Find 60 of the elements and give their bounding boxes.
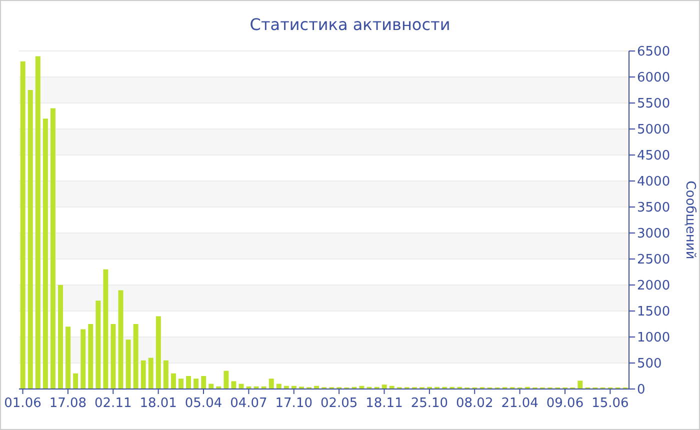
bar bbox=[194, 378, 199, 389]
bar bbox=[186, 376, 192, 389]
x-tick-label: 17.10 bbox=[275, 396, 312, 411]
bar bbox=[42, 118, 48, 389]
x-tick-label: 05.04 bbox=[184, 396, 222, 411]
y-axis-title: Сообщений bbox=[682, 180, 698, 260]
x-tick-label: 02.11 bbox=[94, 396, 132, 411]
y-tick-label: 1500 bbox=[637, 304, 670, 320]
x-tick-label: 01.06 bbox=[4, 396, 42, 411]
y-tick-label: 0 bbox=[637, 382, 646, 398]
y-tick-label: 2500 bbox=[637, 252, 670, 268]
x-tick-label: 15.06 bbox=[592, 396, 629, 411]
x-tick-label: 04.07 bbox=[230, 396, 268, 411]
bar bbox=[156, 316, 161, 389]
bar bbox=[80, 329, 86, 389]
chart-title: Статистика активности bbox=[248, 15, 452, 34]
y-tick-label: 1000 bbox=[637, 330, 670, 346]
bar bbox=[382, 384, 387, 389]
bar bbox=[28, 90, 33, 389]
y-tick-label: 3000 bbox=[637, 226, 670, 242]
bar bbox=[118, 290, 124, 389]
y-tick-label: 500 bbox=[637, 356, 662, 372]
bar bbox=[201, 376, 206, 389]
bar bbox=[133, 324, 138, 389]
x-tick-label: 09.06 bbox=[546, 396, 584, 411]
x-tick-label: 08.02 bbox=[456, 396, 494, 411]
bar bbox=[73, 373, 78, 389]
y-tick-label: 4500 bbox=[637, 148, 670, 164]
x-tick-label: 18.01 bbox=[140, 396, 177, 411]
y-tick-label: 6000 bbox=[637, 70, 670, 86]
bar bbox=[58, 285, 64, 389]
bar bbox=[224, 370, 229, 389]
bar bbox=[50, 108, 56, 389]
bar bbox=[96, 300, 101, 389]
bar bbox=[178, 378, 184, 389]
bar bbox=[35, 56, 40, 389]
y-tick-label: 3500 bbox=[637, 200, 670, 216]
bar bbox=[268, 378, 274, 389]
x-tick-label: 02.05 bbox=[320, 396, 358, 411]
y-tick-label: 2000 bbox=[637, 278, 670, 294]
x-tick-label: 18.11 bbox=[366, 396, 403, 411]
bar bbox=[88, 324, 94, 389]
bar bbox=[20, 61, 26, 389]
bar bbox=[578, 380, 583, 389]
bar bbox=[126, 340, 131, 389]
bar bbox=[163, 360, 168, 389]
bar bbox=[231, 381, 236, 389]
x-tick-label: 25.10 bbox=[410, 396, 448, 411]
bar bbox=[110, 324, 116, 389]
bar bbox=[170, 373, 176, 389]
y-tick-label: 5000 bbox=[637, 122, 670, 138]
bar bbox=[66, 326, 71, 389]
bar bbox=[148, 358, 154, 389]
bar bbox=[140, 360, 146, 389]
bar bbox=[103, 269, 108, 389]
y-tick-label: 5500 bbox=[637, 96, 670, 112]
y-tick-label: 4000 bbox=[637, 174, 670, 190]
x-tick-label: 17.08 bbox=[49, 396, 87, 411]
y-tick-label: 6500 bbox=[637, 44, 670, 60]
x-tick-label: 21.04 bbox=[501, 396, 538, 411]
